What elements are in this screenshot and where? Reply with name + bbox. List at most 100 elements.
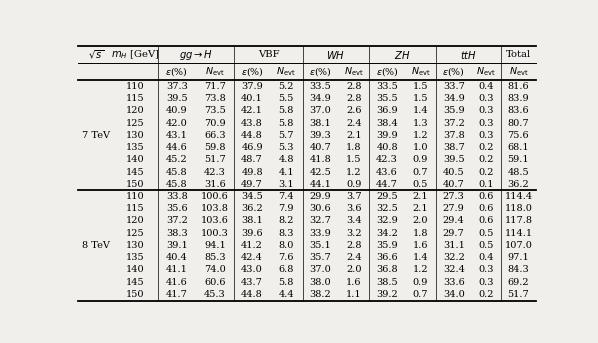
Text: 2.8: 2.8 — [346, 94, 362, 103]
Text: 2.0: 2.0 — [346, 265, 362, 274]
Text: 0.2: 0.2 — [478, 143, 494, 152]
Text: 115: 115 — [126, 94, 145, 103]
Text: 2.1: 2.1 — [413, 204, 428, 213]
Text: 43.0: 43.0 — [241, 265, 263, 274]
Text: 0.3: 0.3 — [478, 278, 494, 287]
Text: 0.4: 0.4 — [478, 82, 494, 91]
Text: 35.9: 35.9 — [376, 241, 398, 250]
Text: 33.5: 33.5 — [310, 82, 331, 91]
Text: 2.6: 2.6 — [346, 106, 362, 115]
Text: 120: 120 — [126, 216, 145, 225]
Text: 36.8: 36.8 — [376, 265, 398, 274]
Text: 33.6: 33.6 — [443, 278, 465, 287]
Text: 0.3: 0.3 — [478, 131, 494, 140]
Text: 42.3: 42.3 — [204, 167, 226, 177]
Text: 8.0: 8.0 — [279, 241, 294, 250]
Text: 0.7: 0.7 — [413, 167, 428, 177]
Text: 125: 125 — [126, 229, 145, 238]
Text: 118.0: 118.0 — [505, 204, 532, 213]
Text: 68.1: 68.1 — [508, 143, 529, 152]
Text: 37.2: 37.2 — [443, 119, 465, 128]
Text: 1.8: 1.8 — [413, 229, 428, 238]
Text: 4.8: 4.8 — [279, 155, 294, 164]
Text: 5.2: 5.2 — [279, 82, 294, 91]
Text: 37.8: 37.8 — [443, 131, 465, 140]
Text: 1.3: 1.3 — [413, 119, 428, 128]
Text: 36.9: 36.9 — [376, 106, 398, 115]
Text: 38.7: 38.7 — [443, 143, 465, 152]
Text: 34.0: 34.0 — [443, 290, 465, 299]
Text: $N_{\rm evt}$: $N_{\rm evt}$ — [477, 66, 496, 78]
Text: 145: 145 — [126, 278, 145, 287]
Text: 27.9: 27.9 — [443, 204, 465, 213]
Text: 83.9: 83.9 — [508, 94, 529, 103]
Text: $\epsilon$(%): $\epsilon$(%) — [309, 65, 332, 78]
Text: 39.1: 39.1 — [166, 241, 188, 250]
Text: 0.2: 0.2 — [478, 155, 494, 164]
Text: 34.2: 34.2 — [376, 229, 398, 238]
Text: 37.9: 37.9 — [241, 82, 263, 91]
Text: 34.9: 34.9 — [443, 94, 465, 103]
Text: 117.8: 117.8 — [504, 216, 532, 225]
Text: 45.2: 45.2 — [166, 155, 188, 164]
Text: 41.1: 41.1 — [166, 265, 188, 274]
Text: 49.7: 49.7 — [241, 180, 263, 189]
Text: 42.0: 42.0 — [166, 119, 188, 128]
Text: 33.5: 33.5 — [376, 82, 398, 91]
Text: 66.3: 66.3 — [205, 131, 226, 140]
Text: 1.0: 1.0 — [413, 143, 428, 152]
Text: 3.4: 3.4 — [346, 216, 362, 225]
Text: $N_{\rm evt}$: $N_{\rm evt}$ — [411, 66, 430, 78]
Text: 46.9: 46.9 — [242, 143, 263, 152]
Text: 59.8: 59.8 — [205, 143, 226, 152]
Text: $N_{\rm evt}$: $N_{\rm evt}$ — [276, 66, 296, 78]
Text: 8.2: 8.2 — [279, 216, 294, 225]
Text: 1.8: 1.8 — [346, 143, 362, 152]
Text: 103.6: 103.6 — [201, 216, 229, 225]
Text: 40.4: 40.4 — [166, 253, 188, 262]
Text: 0.5: 0.5 — [478, 229, 494, 238]
Text: 0.7: 0.7 — [413, 290, 428, 299]
Text: 81.6: 81.6 — [508, 82, 529, 91]
Text: $\epsilon$(%): $\epsilon$(%) — [240, 65, 264, 78]
Text: $N_{\rm evt}$: $N_{\rm evt}$ — [508, 66, 528, 78]
Text: 38.5: 38.5 — [376, 278, 398, 287]
Text: 5.8: 5.8 — [279, 278, 294, 287]
Text: 114.1: 114.1 — [504, 229, 532, 238]
Text: 48.5: 48.5 — [508, 167, 529, 177]
Text: 0.4: 0.4 — [478, 253, 494, 262]
Text: 45.3: 45.3 — [205, 290, 226, 299]
Text: 0.2: 0.2 — [478, 290, 494, 299]
Text: 38.4: 38.4 — [376, 119, 398, 128]
Text: 40.7: 40.7 — [443, 180, 465, 189]
Text: 5.5: 5.5 — [279, 94, 294, 103]
Text: 1.4: 1.4 — [413, 106, 428, 115]
Text: 94.1: 94.1 — [205, 241, 226, 250]
Text: 145: 145 — [126, 167, 145, 177]
Text: 35.9: 35.9 — [443, 106, 465, 115]
Text: 69.2: 69.2 — [508, 278, 529, 287]
Text: 1.6: 1.6 — [346, 278, 362, 287]
Text: 0.1: 0.1 — [478, 180, 494, 189]
Text: 73.8: 73.8 — [205, 94, 226, 103]
Text: 85.3: 85.3 — [205, 253, 226, 262]
Text: 2.1: 2.1 — [346, 131, 362, 140]
Text: 5.8: 5.8 — [279, 119, 294, 128]
Text: 74.0: 74.0 — [205, 265, 226, 274]
Text: 27.3: 27.3 — [443, 192, 465, 201]
Text: 37.2: 37.2 — [166, 216, 188, 225]
Text: 40.7: 40.7 — [310, 143, 331, 152]
Text: 4.1: 4.1 — [279, 167, 294, 177]
Text: 140: 140 — [126, 265, 145, 274]
Text: 29.5: 29.5 — [376, 192, 398, 201]
Text: 0.3: 0.3 — [478, 106, 494, 115]
Text: 0.3: 0.3 — [478, 119, 494, 128]
Text: 37.0: 37.0 — [310, 265, 331, 274]
Text: 38.1: 38.1 — [310, 119, 331, 128]
Text: Total: Total — [506, 50, 531, 59]
Text: 32.7: 32.7 — [310, 216, 331, 225]
Text: 100.6: 100.6 — [202, 192, 229, 201]
Text: 1.5: 1.5 — [413, 82, 428, 91]
Text: 7.9: 7.9 — [279, 204, 294, 213]
Text: 36.2: 36.2 — [241, 204, 263, 213]
